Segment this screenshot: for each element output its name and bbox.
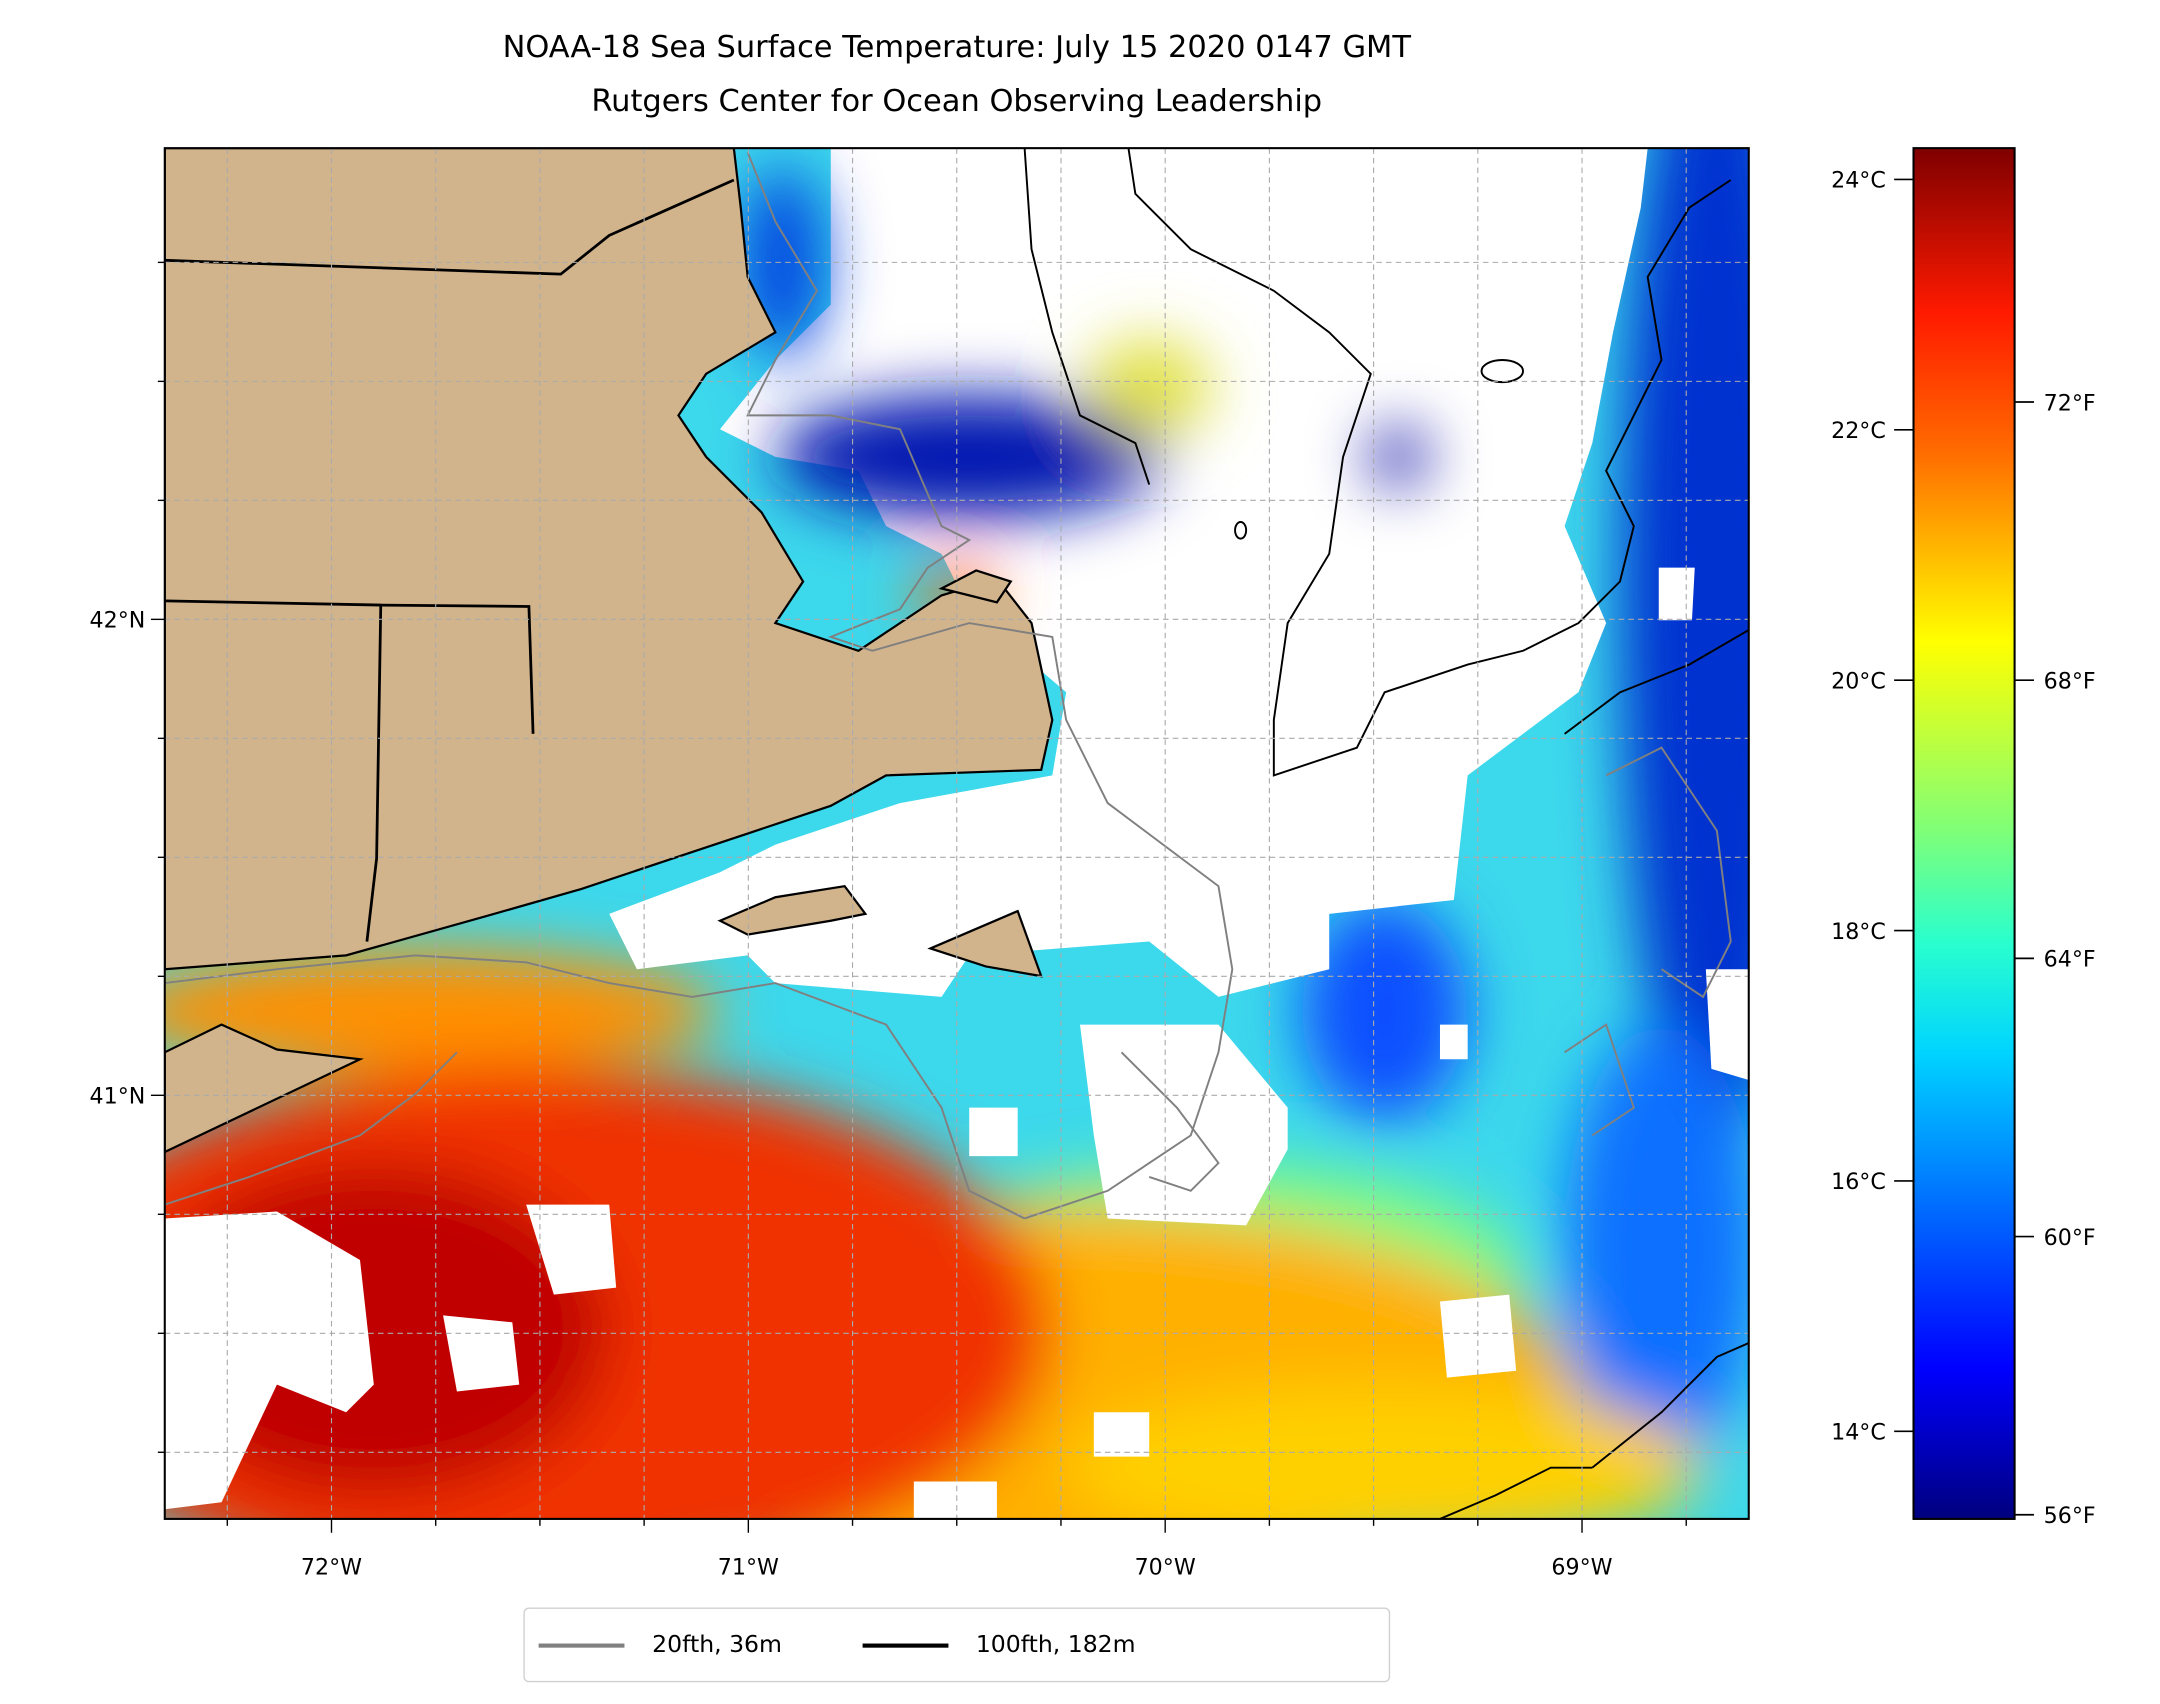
land-cape-cod-tip <box>938 569 1013 604</box>
gridlines <box>164 148 1749 1519</box>
land-marthas-vineyard <box>717 884 868 936</box>
x-tick-label: 69°W <box>1551 1554 1612 1580</box>
colorbar-label-c: 24°C <box>1831 168 1886 194</box>
isobath-20fth <box>164 151 1732 1220</box>
legend-item-20fth: 20fth, 36m <box>538 1631 782 1659</box>
state-borders <box>164 178 735 942</box>
legend-line-black <box>862 1642 949 1647</box>
y-tick-label: 41°N <box>90 1084 146 1110</box>
colorbar-label-f: 68°F <box>2044 668 2096 694</box>
legend-label: 20fth, 36m <box>652 1631 782 1659</box>
land-long-island <box>164 1023 364 1154</box>
chart-title: NOAA-18 Sea Surface Temperature: July 15… <box>502 30 1411 66</box>
chart-subtitle: Rutgers Center for Ocean Observing Leade… <box>591 84 1323 120</box>
y-tick-label: 42°N <box>90 608 146 634</box>
isobath-100fth <box>1023 148 1749 1519</box>
sst-patches <box>740 166 1427 621</box>
colorbar-label-c: 22°C <box>1831 418 1886 444</box>
land <box>164 148 1054 1154</box>
no-data-areas <box>164 148 1749 1519</box>
colorbar-ticks: 24°C 22°C 20°C 18°C 16°C 14°C 72°F 68°F 64°F 60°F… <box>1831 168 2096 1529</box>
legend: 20fth, 36m 100fth, 182m <box>523 1607 1391 1683</box>
colorbar-label-c: 20°C <box>1831 668 1886 694</box>
map-area <box>164 148 1749 1519</box>
colorbar-label-c: 18°C <box>1831 919 1886 945</box>
legend-label: 100fth, 182m <box>975 1631 1136 1659</box>
colorbar-label-f: 60°F <box>2044 1225 2096 1251</box>
legend-line-gray <box>538 1642 625 1647</box>
colorbar-label-f: 64°F <box>2044 947 2096 973</box>
colorbar-label-f: 72°F <box>2044 390 2096 416</box>
colorbar <box>1912 147 2016 1520</box>
map-axes: 72°W 71°W 70°W 69°W 42°N 41°N <box>90 261 1687 1580</box>
x-tick-label: 71°W <box>718 1554 779 1580</box>
x-tick-label: 72°W <box>301 1554 362 1580</box>
x-tick-label: 70°W <box>1135 1554 1196 1580</box>
colorbar-label-c: 16°C <box>1831 1169 1886 1195</box>
legend-item-100fth: 100fth, 182m <box>862 1631 1136 1659</box>
colorbar-label-c: 14°C <box>1831 1420 1886 1446</box>
colorbar-label-f: 56°F <box>2044 1503 2096 1529</box>
